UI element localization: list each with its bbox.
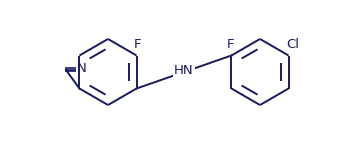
Text: Cl: Cl [286,39,299,51]
Text: HN: HN [174,64,194,78]
Text: F: F [134,39,141,51]
Text: F: F [227,39,234,51]
Text: N: N [77,63,87,75]
